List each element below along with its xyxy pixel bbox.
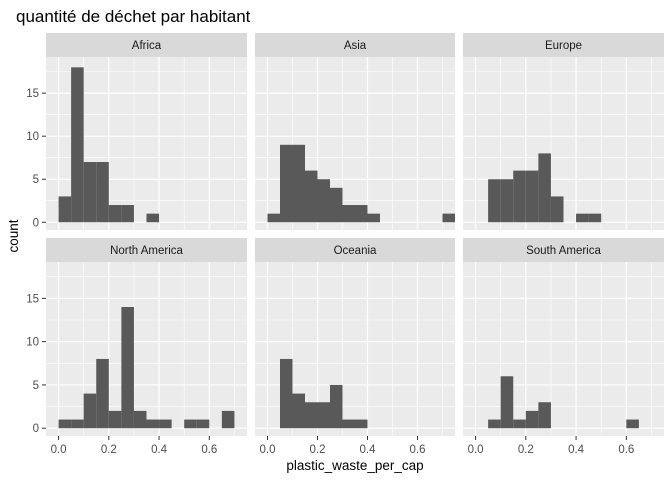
facet-strip-label: North America: [110, 245, 183, 257]
histogram-bar: [159, 419, 172, 429]
facet-strip-label: Oceania: [334, 245, 377, 257]
histogram-bar: [317, 179, 330, 223]
histogram-bar: [96, 162, 109, 223]
histogram-bar: [342, 419, 355, 429]
histogram-bar: [488, 179, 501, 223]
y-tick-label: 10: [26, 337, 39, 349]
y-tick-label: 15: [26, 88, 39, 100]
panel-background: [463, 262, 664, 436]
histogram-bar: [317, 402, 330, 429]
x-tick-label: 0.2: [518, 444, 534, 456]
facet-strip: [463, 33, 664, 57]
histogram-bar: [442, 213, 455, 223]
y-tick-label: 10: [26, 131, 39, 143]
histogram-bar: [588, 213, 602, 223]
x-tick-label: 0.6: [201, 444, 217, 456]
histogram-bar: [108, 410, 122, 429]
histogram-bar: [525, 170, 539, 223]
histogram-bar: [513, 170, 526, 223]
facet-panel: Europe: [463, 33, 664, 230]
histogram-bar: [108, 205, 122, 223]
histogram-bar: [488, 419, 501, 429]
x-tick-label: 0.2: [101, 444, 117, 456]
x-tick-label: 0.4: [568, 444, 585, 456]
histogram-bar: [133, 410, 147, 429]
histogram-bar: [121, 307, 134, 429]
histogram-bar: [513, 419, 526, 429]
facet-strip: [46, 33, 247, 57]
facet-panel: North America: [46, 238, 247, 436]
histogram-bar: [576, 213, 589, 223]
histogram-bar: [58, 196, 72, 223]
histogram-bar: [330, 384, 343, 429]
x-axis: 0.0 0.2 0.4 0.6 0.0 0.2 0.4 0.6 0.0 0.2 0.4 0.6: [51, 436, 634, 456]
histogram-bar: [96, 358, 109, 429]
histogram-bar: [305, 402, 318, 429]
histogram-bar: [330, 187, 343, 223]
histogram-bar: [500, 179, 514, 223]
facet-panels: Africa Asia Europe North America Oceania Sout…: [46, 33, 664, 436]
histogram-bar: [525, 410, 539, 429]
histogram-bar: [184, 419, 197, 429]
histogram-bar: [58, 419, 72, 429]
facet-strip: [463, 238, 664, 262]
facet-strip-label: Africa: [132, 40, 162, 52]
x-tick-label: 0.0: [260, 444, 276, 456]
histogram-bar: [550, 196, 564, 223]
x-axis-title: plastic_waste_per_cap: [286, 458, 423, 473]
facet-panel: Africa: [46, 33, 247, 230]
histogram-bar: [146, 213, 160, 223]
facet-strip-label: Asia: [344, 40, 367, 52]
histogram-bar: [342, 205, 355, 223]
facet-panel: Oceania: [255, 238, 455, 436]
x-tick-label: 0.0: [468, 444, 484, 456]
histogram-bar: [267, 213, 280, 223]
histogram-bar: [355, 205, 368, 223]
histogram-bar: [83, 393, 97, 429]
histogram-bar: [146, 419, 160, 429]
histogram-bar: [71, 67, 84, 223]
histogram-bar: [71, 419, 84, 429]
histogram-bar: [538, 402, 551, 429]
x-tick-label: 0.4: [151, 444, 168, 456]
x-tick-label: 0.0: [51, 444, 67, 456]
histogram-bar: [500, 376, 514, 429]
histogram-bar: [305, 170, 318, 223]
x-tick-label: 0.6: [618, 444, 634, 456]
facet-strip-label: Europe: [545, 40, 582, 52]
histogram-bar: [538, 153, 551, 223]
y-tick-label: 5: [33, 174, 39, 186]
histogram-bar: [221, 410, 235, 429]
y-axis: 0 5 10 15 0 5 10 15: [26, 88, 46, 435]
histogram-bar: [355, 419, 368, 429]
x-tick-label: 0.4: [360, 444, 377, 456]
chart-title: quantité de déchet par habitant: [16, 7, 251, 26]
facet-strip: [255, 33, 455, 57]
y-tick-label: 0: [33, 423, 39, 435]
y-tick-label: 0: [33, 217, 39, 229]
histogram-bar: [292, 144, 305, 223]
histogram-bar: [626, 419, 639, 429]
facet-panel: Asia: [255, 33, 455, 230]
histogram-bar: [367, 213, 380, 223]
facet-strip: [46, 238, 247, 262]
x-tick-label: 0.6: [410, 444, 426, 456]
facet-strip: [255, 238, 455, 262]
histogram-bar: [83, 162, 97, 223]
histogram-bar: [292, 393, 305, 429]
facet-panel: South America: [463, 238, 664, 436]
histogram-bar: [280, 144, 293, 223]
histogram-bar: [121, 205, 134, 223]
y-axis-title: count: [6, 219, 21, 252]
y-tick-label: 5: [33, 380, 39, 392]
x-tick-label: 0.2: [310, 444, 326, 456]
facet-strip-label: South America: [526, 245, 601, 257]
y-tick-label: 15: [26, 293, 39, 305]
histogram-bar: [280, 358, 293, 429]
histogram-bar: [196, 419, 210, 429]
panel-background: [46, 262, 247, 436]
